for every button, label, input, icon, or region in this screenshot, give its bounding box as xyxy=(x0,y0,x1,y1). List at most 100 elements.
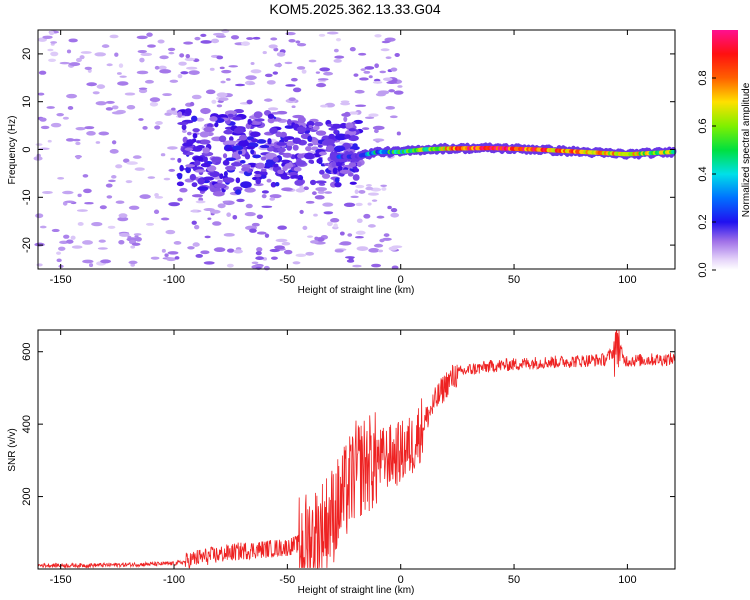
spectrogram-cluster-blob xyxy=(282,152,293,158)
spectrogram-noise-blob xyxy=(62,116,69,120)
spectrogram-noise-blob xyxy=(209,67,215,71)
spectrogram-noise-blob xyxy=(240,41,251,46)
spectrogram-noise-blob xyxy=(138,88,148,94)
spectrogram-noise-blob xyxy=(157,39,165,44)
spectrogram-noise-blob xyxy=(165,229,176,235)
spectrogram-noise-blob xyxy=(301,69,307,74)
spectrogram-noise-blob xyxy=(307,235,314,238)
spectrogram-noise-blob xyxy=(122,158,130,163)
spectrogram-cluster-blob xyxy=(267,117,275,124)
spectrogram-noise-blob xyxy=(218,97,229,102)
spectrogram-noise-blob xyxy=(145,222,155,226)
spectrogram-noise-blob xyxy=(212,32,225,36)
spectrogram-cluster-blob xyxy=(184,108,192,115)
spectrogram-noise-blob xyxy=(372,125,385,130)
spectrogram-noise-blob xyxy=(100,259,112,264)
spectrogram-noise-blob xyxy=(137,49,147,54)
spectrogram-noise-blob xyxy=(322,202,334,207)
spectrogram-noise-blob xyxy=(184,57,195,62)
spectrogram-noise-blob xyxy=(135,236,142,242)
spectrogram-noise-blob xyxy=(34,242,45,247)
spectrogram-noise-blob xyxy=(276,51,286,57)
spectrogram-noise-blob xyxy=(249,228,257,233)
spectrogram-cluster-blob xyxy=(197,186,209,191)
spectrogram-noise-blob xyxy=(167,146,178,150)
spectrogram-noise-blob xyxy=(285,32,296,36)
spectrogram-noise-blob xyxy=(330,218,340,223)
spectrogram-noise-blob xyxy=(200,33,207,37)
spectrogram-noise-blob xyxy=(106,195,113,199)
spectrogram-noise-blob xyxy=(98,131,110,136)
colorbar-gradient xyxy=(712,30,738,270)
spectrogram-noise-blob xyxy=(146,32,153,37)
spectrogram-noise-blob xyxy=(211,99,217,104)
spectrogram-noise-blob xyxy=(79,55,85,60)
spectrogram-noise-blob xyxy=(191,94,202,100)
spectrogram-noise-blob xyxy=(292,261,301,265)
spectrogram-noise-blob xyxy=(171,107,176,111)
spectrogram-noise-blob xyxy=(51,228,60,233)
spectrogram-noise-blob xyxy=(245,75,257,80)
spectrogram-cluster-blob xyxy=(254,173,262,178)
spectrogram-cluster-blob xyxy=(308,159,314,164)
spectrogram-noise-blob xyxy=(168,51,175,55)
spectrogram-cluster-blob xyxy=(316,158,321,164)
snr-frame xyxy=(37,329,676,570)
spectrogram-noise-blob xyxy=(348,257,354,261)
spectrogram-noise-blob xyxy=(191,209,198,213)
spectrogram-noise-blob xyxy=(219,66,225,70)
spectrogram-noise-blob xyxy=(359,77,369,81)
spectrogram-noise-blob xyxy=(377,249,384,253)
spectrogram-y-axis-label: Frequency (Hz) xyxy=(7,116,18,185)
spectrogram-cluster-blob xyxy=(246,146,255,150)
spectrogram-noise-blob xyxy=(246,99,253,105)
spectrogram-noise-blob xyxy=(128,260,138,265)
spectrogram-noise-blob xyxy=(82,240,94,245)
spectrogram-noise-blob xyxy=(348,111,359,115)
spectrogram-noise-blob xyxy=(323,71,334,76)
spectrogram-noise-blob xyxy=(138,87,148,90)
spectrogram-noise-blob xyxy=(320,104,328,108)
spectrogram-noise-blob xyxy=(252,36,261,40)
spectrogram-noise-blob xyxy=(75,126,86,131)
spectrogram-cluster-blob xyxy=(193,160,201,166)
spectrogram-noise-blob xyxy=(180,71,189,75)
spectrogram-cluster-blob xyxy=(192,133,198,139)
spectrogram-noise-blob xyxy=(75,57,82,63)
spectrogram-noise-blob xyxy=(191,194,204,198)
spectrogram-noise-blob xyxy=(117,216,129,222)
spectrogram-noise-blob xyxy=(106,63,113,67)
spectrogram-noise-blob xyxy=(194,224,200,230)
spectrogram-noise-blob xyxy=(353,73,359,77)
spectrogram-noise-blob xyxy=(245,203,253,209)
spectrogram-noise-blob xyxy=(66,93,78,99)
spectrogram-noise-blob xyxy=(223,233,235,237)
spectrogram-noise-blob xyxy=(111,111,124,115)
spectrogram-noise-blob xyxy=(350,195,359,199)
spectrogram-noise-blob xyxy=(385,56,392,59)
spectrogram-noise-blob xyxy=(334,249,344,253)
spectrogram-cluster-blob xyxy=(272,156,279,163)
spectrogram-cluster-blob xyxy=(259,170,268,177)
spectrogram-cluster-blob xyxy=(233,127,244,134)
spectrogram-noise-blob xyxy=(333,223,338,228)
spectrogram-noise-blob xyxy=(114,52,119,57)
spectrogram-noise-blob xyxy=(212,221,222,226)
spectrogram-noise-blob xyxy=(314,236,319,241)
spectrogram-noise-blob xyxy=(318,183,326,186)
spectrogram-cluster-blob xyxy=(200,163,211,168)
spectrogram-cluster-blob xyxy=(219,173,224,180)
spectrogram-noise-blob xyxy=(115,200,125,204)
spectrogram-noise-blob xyxy=(188,70,200,75)
spectrogram-cluster-blob xyxy=(354,168,360,173)
spectrogram-cluster-blob xyxy=(280,175,291,180)
spectrogram-cluster-blob xyxy=(203,156,208,163)
spectrogram-cluster-blob xyxy=(252,154,262,159)
spectrogram-noise-blob xyxy=(381,187,387,191)
spectrogram-cluster-blob xyxy=(277,169,284,175)
spectrogram-cluster-blob xyxy=(193,156,204,162)
spectrogram-cluster-blob xyxy=(192,128,200,133)
spectrogram-cluster-blob xyxy=(296,153,305,159)
spectrogram-noise-blob xyxy=(168,168,176,172)
spectrogram-noise-blob xyxy=(368,75,373,79)
